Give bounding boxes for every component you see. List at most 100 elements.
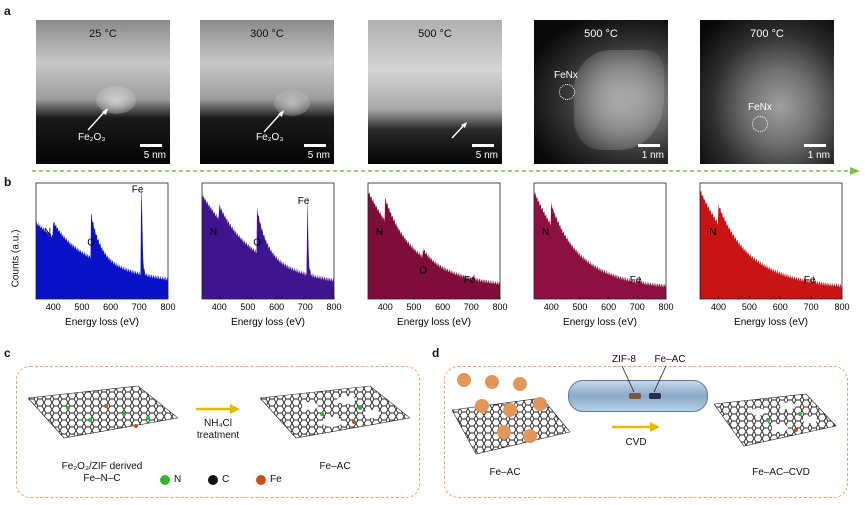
treatment-label-line1: NH₄Cl — [204, 418, 232, 429]
fe-n-c-label-line2: Fe–N–C — [83, 473, 121, 484]
carbon-atom-icon — [208, 475, 218, 485]
x-tick-label: 400 — [544, 302, 559, 312]
treatment-label-line2: treatment — [196, 430, 240, 441]
x-tick-label: 600 — [601, 302, 616, 312]
legend-n-label: N — [174, 474, 182, 485]
x-tick-label: 800 — [326, 302, 341, 312]
axis-frame — [201, 182, 335, 300]
fe-n-c-label-line1: Fe₂O₃/ZIF derived — [61, 461, 143, 472]
panel-label-a: a — [4, 4, 11, 18]
panel-d-frame — [444, 366, 848, 498]
scale-label: 5 nm — [475, 150, 498, 161]
peak-label-n: N — [376, 227, 383, 238]
x-axis-label: Energy loss (eV) — [397, 317, 471, 328]
micrograph-500c-1nm: 500 °C FeNx 1 nm — [534, 20, 668, 164]
axis-frame — [35, 182, 169, 300]
peak-label-fe: Fe — [298, 196, 310, 207]
x-tick-label: 800 — [834, 302, 849, 312]
fe-ac-d-label: Fe–AC — [489, 467, 521, 478]
micrograph-25c: 25 °C Fe₂O₃ 5 nm — [36, 20, 170, 164]
scale-bar — [638, 144, 660, 147]
fe-ac-boat — [649, 393, 661, 399]
graphene-sheet-fe-ac — [260, 385, 410, 439]
x-tick-label: 700 — [464, 302, 479, 312]
scale-bar — [804, 144, 826, 147]
x-tick-label: 500 — [572, 302, 587, 312]
panel-label-c: c — [4, 346, 11, 360]
arrow-icon — [87, 108, 108, 131]
zif8-boat — [629, 393, 641, 399]
cvd-arrow — [612, 422, 660, 432]
peak-label-fe: Fe — [630, 275, 642, 286]
eels-spectrum-3: 400 500 600 700 800 Energy loss (eV) N O Fe — [367, 182, 508, 328]
scale-label: 5 nm — [143, 150, 166, 161]
axis-frame — [699, 182, 843, 300]
micrograph-annotation: FeNx — [748, 102, 772, 113]
x-tick-label: 800 — [492, 302, 507, 312]
spectrum-area — [202, 192, 334, 299]
particle — [96, 86, 136, 114]
micrograph-500c-5nm: 500 °C 5 nm — [368, 20, 502, 164]
arrow-icon — [263, 110, 284, 133]
fe-ac-cvd-label: Fe–AC–CVD — [752, 467, 810, 478]
peak-label-fe: Fe — [132, 184, 144, 195]
x-tick-label: 400 — [711, 302, 726, 312]
panel-label-d: d — [432, 346, 440, 360]
x-tick-label: 700 — [630, 302, 645, 312]
eels-spectrum-5: 400 500 600 700 800 Energy loss (eV) N Fe — [699, 182, 850, 328]
peak-label-n: N — [210, 227, 217, 238]
x-tick-label: 500 — [74, 302, 89, 312]
nh3-molecules-sheet — [452, 373, 571, 455]
micrograph-temp: 300 °C — [250, 28, 284, 40]
peak-label-o: O — [253, 238, 261, 249]
x-tick-label: 600 — [103, 302, 118, 312]
treatment-arrow — [196, 404, 240, 414]
graphene-sheet-fe-ac-cvd — [714, 393, 837, 447]
micrograph-300c: 300 °C Fe₂O₃ 5 nm — [200, 20, 334, 164]
x-tick-label: 700 — [804, 302, 819, 312]
legend-c-label: C — [222, 474, 230, 485]
micrograph-700c: 700 °C FeNx 1 nm — [700, 20, 834, 164]
axis-frame — [367, 182, 501, 300]
x-axis-label: Energy loss (eV) — [231, 317, 305, 328]
micrograph-annotation: FeNx — [554, 70, 578, 81]
eels-spectrum-4: 400 500 600 700 800 Energy loss (eV) N Fe — [533, 182, 674, 328]
micrograph-annotation: Fe₂O₃ — [256, 132, 284, 143]
x-tick-label: 600 — [435, 302, 450, 312]
axis-frame — [533, 182, 667, 300]
micrograph-annotation: Fe₂O₃ — [78, 132, 106, 143]
scale-label: 1 nm — [807, 150, 830, 161]
particle — [574, 50, 664, 150]
x-tick-label: 800 — [658, 302, 673, 312]
x-tick-label: 500 — [742, 302, 757, 312]
graphene-sheet-fe-n-c — [28, 385, 178, 439]
spectrum-area — [36, 183, 168, 299]
peak-label-n: N — [709, 227, 716, 238]
micrograph-temp: 25 °C — [89, 28, 117, 40]
nitrogen-atom-icon — [160, 475, 170, 485]
atom-legend: N C Fe — [160, 474, 360, 488]
eels-spectrum-1: 400 500 600 700 800 Energy loss (eV) N O Fe — [35, 182, 176, 328]
x-tick-label: 400 — [212, 302, 227, 312]
particle — [274, 90, 310, 116]
x-tick-label: 400 — [46, 302, 61, 312]
fe-ac-tube-label: Fe–AC — [654, 354, 686, 365]
x-axis-label: Energy loss (eV) — [563, 317, 637, 328]
spectrum-area — [700, 190, 842, 299]
peak-label-o: O — [419, 265, 427, 276]
scale-bar — [304, 144, 326, 147]
scale-label: 5 nm — [307, 150, 330, 161]
arrow-icon — [451, 122, 467, 139]
y-axis-label: Counts (a.u.) — [6, 205, 22, 315]
legend-fe-label: Fe — [270, 474, 282, 485]
spectrum-area — [368, 189, 500, 299]
x-tick-label: 500 — [240, 302, 255, 312]
micrograph-temp: 700 °C — [750, 28, 784, 40]
fe-ac-label: Fe–AC — [319, 461, 351, 472]
peak-label-n: N — [542, 227, 549, 238]
panel-label-b: b — [4, 175, 12, 189]
y-axis-label-text: Counts (a.u.) — [10, 229, 22, 288]
micrograph-temp: 500 °C — [418, 28, 452, 40]
panel-c-frame — [16, 366, 420, 498]
x-tick-label: 500 — [406, 302, 421, 312]
